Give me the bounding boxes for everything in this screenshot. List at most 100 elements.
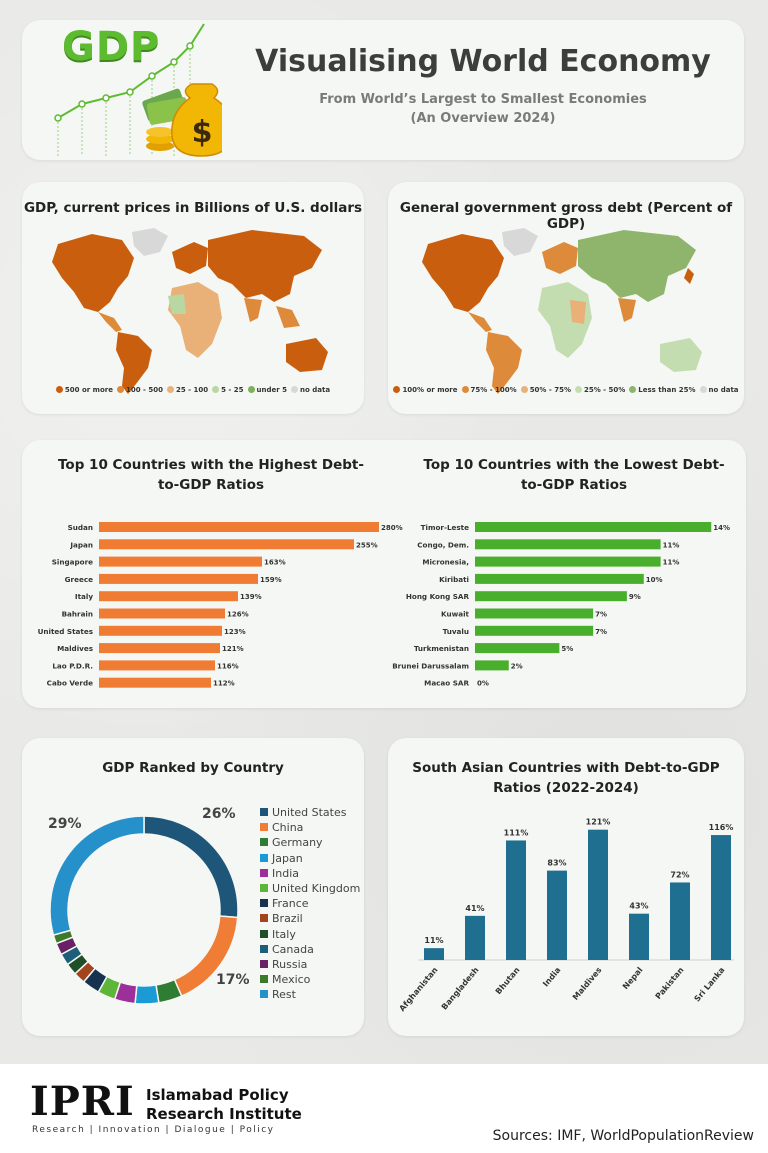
highest-debt-bar-italy <box>99 591 238 602</box>
legend-swatch-icon <box>260 808 268 816</box>
highest-debt-bar-united-states <box>99 625 222 636</box>
map-japan <box>684 268 694 284</box>
highest-debt-category-label: United States <box>38 627 93 636</box>
highest-debt-data-label: 255% <box>356 541 378 549</box>
legend-swatch-icon <box>260 929 268 938</box>
debt-map-legend-label: 25% - 50% <box>583 386 626 394</box>
south-asia-title-line-2: Ratios (2022-2024) <box>493 780 639 796</box>
debt-map-legend-label: 100% or more <box>402 386 458 394</box>
map-greenland <box>502 228 538 256</box>
south-asia-bar-india <box>547 870 567 960</box>
lowest-debt-bar-tuvalu <box>475 625 594 636</box>
south-asia-bar-nepal <box>629 913 649 960</box>
debt-map-card: General government gross debt (Percent o… <box>388 182 744 414</box>
south-asia-data-label: 41% <box>465 904 484 913</box>
gdp-map-legend-item: 5 - 25 <box>212 386 244 394</box>
debt-rankings-charts: Top 10 Countries with the Highest Debt- … <box>38 457 730 688</box>
map-europe <box>542 242 578 274</box>
gdp-growth-illustration: $ <box>54 23 222 157</box>
map-central-america <box>98 312 122 332</box>
donut-legend-item: Japan <box>260 851 360 866</box>
legend-dot-icon <box>55 386 63 393</box>
south-asia-bar-maldives <box>588 829 608 960</box>
lowest-debt-data-label: 11% <box>663 559 680 567</box>
south-asia-category-label: Pakistan <box>654 965 686 1001</box>
map-north-america <box>422 234 504 312</box>
gdp-map-legend-item: 25 - 100 <box>166 386 208 394</box>
legend-dot-icon <box>393 386 401 393</box>
donut-legend-label: Canada <box>272 942 314 956</box>
gdp-donut-chart <box>49 815 239 1005</box>
lowest-debt-bar-micronesia <box>475 556 661 567</box>
sources-note: Sources: IMF, WorldPopulationReview <box>492 1128 754 1144</box>
donut-slice-united-states <box>143 815 239 919</box>
lowest-debt-bar-brunei-darussalam <box>475 660 509 671</box>
highest-debt-title-line-1: Top 10 Countries with the Highest Debt- <box>58 457 364 473</box>
lowest-debt-category-label: Hong Kong SAR <box>406 592 470 601</box>
donut-legend-item: India <box>260 866 360 881</box>
highest-debt-category-label: Cabo Verde <box>47 679 93 688</box>
legend-swatch-icon <box>260 990 268 999</box>
gdp-map-legend: 500 or more 100 - 500 25 - 100 5 - 25 under … <box>22 386 364 394</box>
lowest-debt-category-label: Kiribati <box>439 575 469 584</box>
debt-map-legend-item: Less than 25% <box>629 386 696 394</box>
lowest-debt-category-label: Congo, Dem. <box>417 540 469 549</box>
south-asia-category-label: Afghanistan <box>398 965 440 1013</box>
header-card: GDP $ Visualising World Ec <box>22 20 744 160</box>
debt-map-legend-item: 75% - 100% <box>461 386 517 394</box>
donut-legend-label: China <box>272 821 304 835</box>
highest-debt-bar-maldives <box>99 643 220 654</box>
lowest-debt-category-label: Kuwait <box>441 610 470 619</box>
lowest-debt-bar-turkmenistan <box>475 643 560 654</box>
map-australia <box>660 338 702 372</box>
gdp-logo-text: GDP <box>62 24 161 70</box>
donut-legend-label: France <box>272 897 309 911</box>
donut-label-rest: 29% <box>48 816 82 832</box>
map-africa <box>168 282 222 358</box>
highest-debt-bar-greece <box>99 573 258 584</box>
lowest-debt-category-label: Micronesia, <box>422 558 469 567</box>
growth-chart-icon <box>54 23 205 156</box>
map-africa-east <box>570 300 586 324</box>
donut-legend-item: Mexico <box>260 972 360 987</box>
gdp-ranked-title: GDP Ranked by Country <box>102 760 284 776</box>
highest-debt-category-label: Greece <box>65 575 93 584</box>
debt-rankings-card: Top 10 Countries with the Highest Debt- … <box>22 440 746 708</box>
lowest-debt-data-label: 5% <box>561 645 573 653</box>
legend-dot-icon <box>247 386 255 393</box>
gdp-map-title: GDP, current prices in Billions of U.S. … <box>23 200 363 216</box>
legend-dot-icon <box>291 386 299 393</box>
highest-debt-category-label: Lao P.D.R. <box>52 661 93 670</box>
map-central-america <box>468 312 492 332</box>
donut-legend-item: Canada <box>260 942 360 957</box>
debt-map-legend-label: 75% - 100% <box>470 386 517 394</box>
lowest-debt-title-line-2: to-GDP Ratios <box>521 477 627 493</box>
legend-swatch-icon <box>260 899 268 908</box>
legend-dot-icon <box>461 386 469 393</box>
lowest-debt-category-label: Turkmenistan <box>414 644 469 653</box>
highest-debt-title-line-2: to-GDP Ratios <box>158 477 264 493</box>
south-asia-bar-chart: South Asian Countries with Debt-to-GDP R… <box>398 760 734 1013</box>
donut-label-china: 17% <box>216 972 250 988</box>
south-asia-data-label: 121% <box>586 818 611 827</box>
donut-legend-label: United States <box>272 806 347 819</box>
page-subtitle: From World’s Largest to Smallest Economi… <box>222 90 744 128</box>
legend-swatch-icon <box>260 883 268 892</box>
south-asia-bar-afghanistan <box>424 948 444 960</box>
lowest-debt-bar-timor-leste <box>475 522 712 532</box>
debt-map-title: General government gross debt (Percent o… <box>399 200 733 232</box>
subtitle-line-1: From World’s Largest to Smallest Economi… <box>319 92 647 107</box>
map-south-asia <box>244 298 262 322</box>
highest-debt-data-label: 163% <box>264 559 286 567</box>
south-asia-category-label: Maldives <box>571 965 604 1002</box>
donut-legend-item: France <box>260 896 360 911</box>
lowest-debt-data-label: 14% <box>713 524 730 532</box>
legend-dot-icon <box>629 386 637 393</box>
lowest-debt-bar-hong-kong-sar <box>475 591 627 602</box>
gdp-map-legend-label: 100 - 500 <box>125 386 163 394</box>
lowest-debt-data-label: 7% <box>595 628 607 636</box>
debt-world-map <box>422 228 702 394</box>
gdp-map-legend-item: under 5 <box>247 386 287 394</box>
lowest-debt-bar-congo-dem <box>475 539 661 550</box>
lowest-debt-bar-kiribati <box>475 573 644 584</box>
